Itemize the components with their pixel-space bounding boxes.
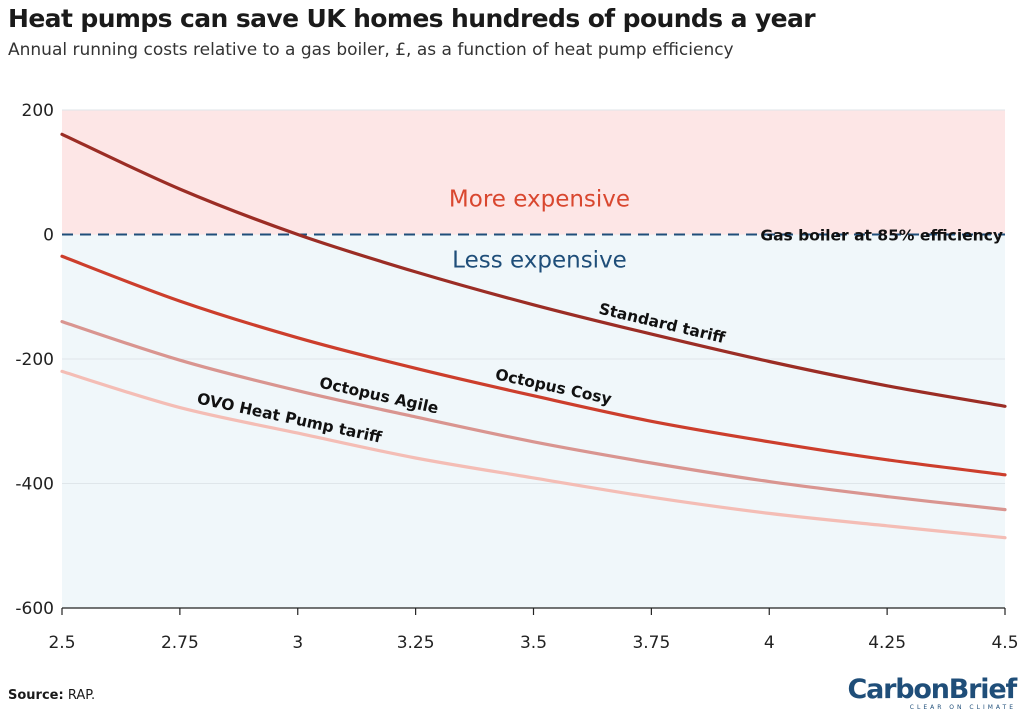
y-axis: 200 0 -200 -400 -600 — [15, 101, 54, 619]
x-tick-label: 4.25 — [868, 633, 906, 653]
less-expensive-zone — [62, 234, 1005, 608]
more-expensive-zone — [62, 110, 1005, 235]
series-line-standard-tariff — [60, 132, 1007, 408]
chart-title: Heat pumps can save UK homes hundreds of… — [8, 4, 816, 33]
carbonbrief-logo[interactable]: CarbonBrief CLEAR ON CLIMATE — [847, 674, 1018, 712]
y-tick-label: -600 — [15, 599, 54, 619]
logo-tagline: CLEAR ON CLIMATE — [909, 704, 1016, 711]
series-lines — [60, 132, 1007, 540]
less-expensive-label: Less expensive — [452, 247, 627, 273]
x-tick-label: 3.5 — [520, 633, 547, 653]
series-line-octopus-agile — [60, 320, 1007, 512]
series-line-ovo-heat-pump-tariff — [60, 369, 1007, 540]
y-tick-label: -200 — [15, 350, 54, 370]
y-tick-label: 0 — [43, 226, 54, 246]
x-tick-label: 2.5 — [48, 633, 75, 653]
chart-subtitle: Annual running costs relative to a gas b… — [8, 40, 734, 60]
x-tick-label: 3.75 — [632, 633, 670, 653]
more-expensive-label: More expensive — [449, 186, 630, 212]
y-tick-label: -400 — [15, 475, 54, 495]
source-text: RAP. — [67, 688, 96, 703]
x-tick-label: 4.5 — [991, 633, 1018, 653]
x-tick-label: 3 — [292, 633, 303, 653]
x-tick-label: 4 — [764, 633, 775, 653]
logo-wordmark: CarbonBrief — [847, 674, 1018, 705]
gas-boiler-label: Gas boiler at 85% efficiency — [760, 227, 1003, 245]
x-axis: 2.5 2.75 3 3.25 3.5 3.75 4 4.25 4.5 — [48, 607, 1019, 653]
x-tick-label: 2.75 — [161, 633, 199, 653]
y-tick-label: 200 — [22, 101, 54, 121]
series-line-octopus-cosy — [60, 254, 1007, 477]
gridlines — [62, 109, 1005, 484]
x-tick-label: 3.25 — [397, 633, 435, 653]
source-label: Source: — [8, 688, 64, 703]
source-note: Source: RAP. — [8, 688, 95, 703]
